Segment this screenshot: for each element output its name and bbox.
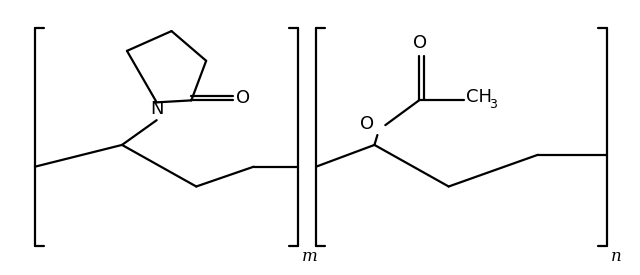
Text: n: n — [611, 248, 622, 265]
Text: 3: 3 — [489, 98, 497, 111]
Text: m: m — [302, 248, 318, 265]
Text: CH: CH — [465, 88, 492, 106]
Text: O: O — [236, 89, 250, 108]
Text: O: O — [413, 34, 427, 52]
Text: N: N — [150, 100, 163, 118]
Text: O: O — [360, 115, 374, 133]
